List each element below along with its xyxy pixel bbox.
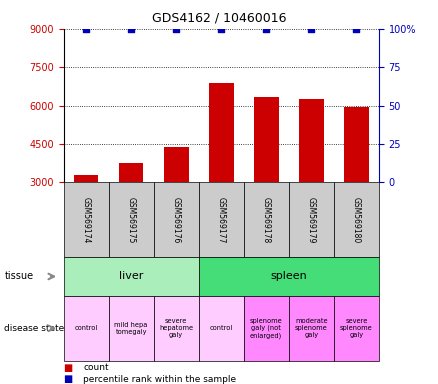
Bar xyxy=(254,97,279,182)
Text: severe
hepatome
galy: severe hepatome galy xyxy=(159,318,193,338)
Bar xyxy=(119,163,144,182)
Point xyxy=(173,26,180,32)
Text: severe
splenome
galy: severe splenome galy xyxy=(340,318,373,338)
Point xyxy=(218,26,225,32)
Point xyxy=(263,26,270,32)
Point xyxy=(127,26,134,32)
Text: GSM569178: GSM569178 xyxy=(262,197,271,243)
Text: ■: ■ xyxy=(64,374,73,384)
Text: control: control xyxy=(74,325,98,331)
Text: moderate
splenome
galy: moderate splenome galy xyxy=(295,318,328,338)
Text: GDS4162 / 10460016: GDS4162 / 10460016 xyxy=(152,12,286,25)
Text: GSM569175: GSM569175 xyxy=(127,197,136,243)
Text: count: count xyxy=(83,363,109,372)
Text: GSM569176: GSM569176 xyxy=(172,197,180,243)
Text: disease state: disease state xyxy=(4,324,65,333)
Bar xyxy=(299,99,324,182)
Text: spleen: spleen xyxy=(270,271,307,281)
Text: liver: liver xyxy=(119,271,143,281)
Point xyxy=(353,26,360,32)
Text: percentile rank within the sample: percentile rank within the sample xyxy=(83,375,237,384)
Point xyxy=(308,26,315,32)
Text: GSM569179: GSM569179 xyxy=(307,197,316,243)
Text: ■: ■ xyxy=(64,363,73,373)
Text: GSM569177: GSM569177 xyxy=(217,197,226,243)
Bar xyxy=(209,83,233,182)
Bar xyxy=(74,175,99,182)
Text: mild hepa
tomegaly: mild hepa tomegaly xyxy=(114,322,148,335)
Point xyxy=(82,26,89,32)
Bar xyxy=(164,147,188,182)
Text: control: control xyxy=(209,325,233,331)
Text: splenome
galy (not
enlarged): splenome galy (not enlarged) xyxy=(250,318,283,339)
Text: GSM569174: GSM569174 xyxy=(81,197,91,243)
Text: GSM569180: GSM569180 xyxy=(352,197,361,243)
Text: tissue: tissue xyxy=(4,271,33,281)
Bar xyxy=(344,107,369,182)
